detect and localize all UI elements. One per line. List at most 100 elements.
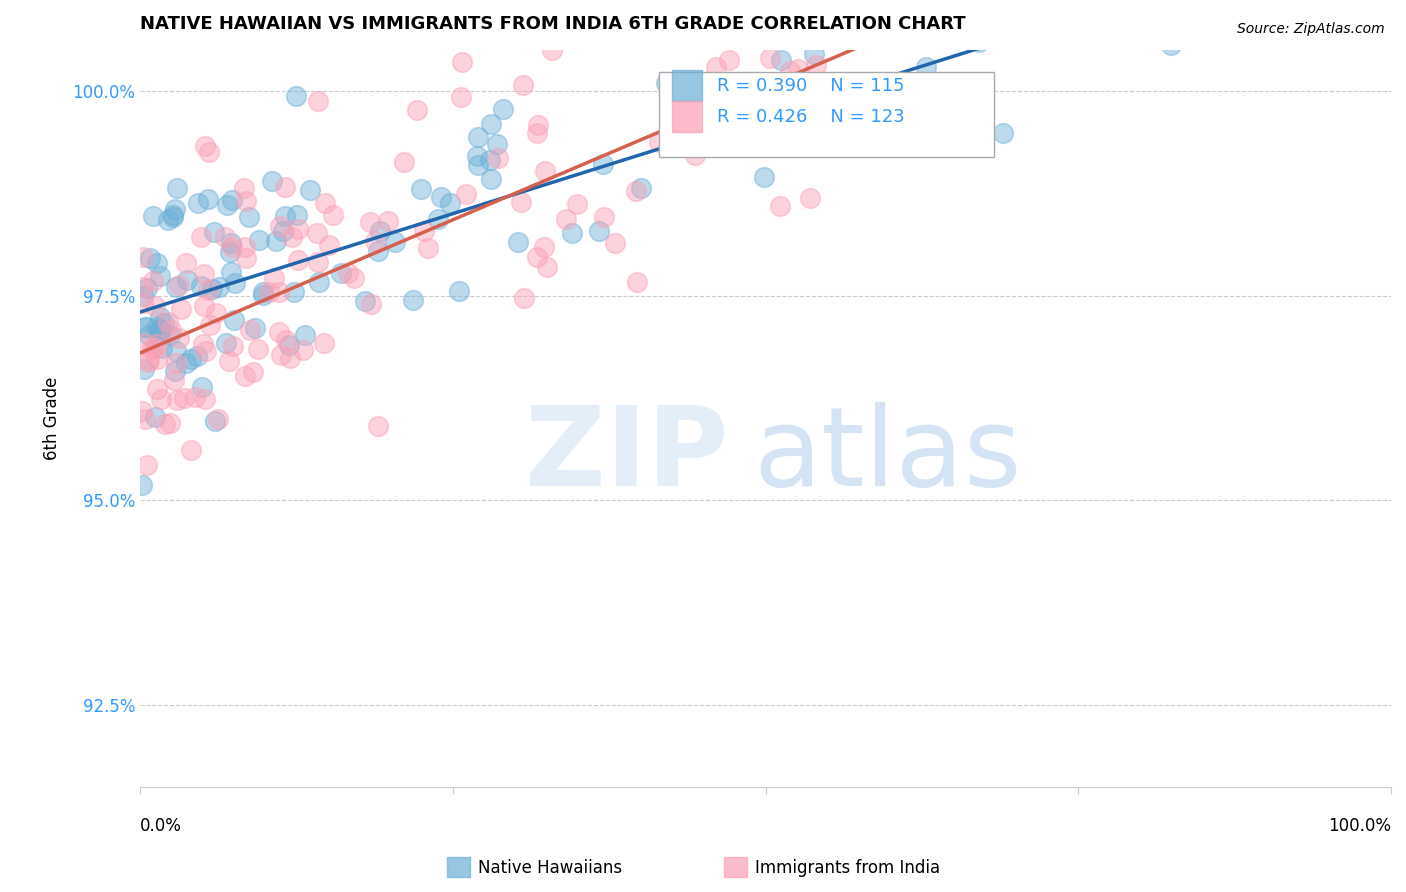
Point [368,224,391,238]
Point [222,313,245,327]
Point [242,365,264,379]
Point [799,192,821,206]
Point [194,139,217,153]
Point [142,274,165,288]
Point [136,354,159,368]
Point [630,181,652,195]
Point [603,235,626,250]
Point [197,145,219,160]
Point [180,443,202,458]
Point [330,266,353,280]
Point [238,211,260,225]
Point [354,294,377,309]
Point [647,135,669,149]
Point [146,382,169,396]
Point [664,79,686,94]
Point [450,90,472,104]
Point [148,326,170,341]
Point [150,392,173,407]
Point [146,255,169,269]
Point [221,240,243,254]
Point [486,151,509,165]
Point [260,174,283,188]
Point [149,268,172,283]
Point [141,342,163,356]
Point [153,317,176,331]
Point [536,260,558,275]
Point [337,266,360,280]
Point [145,299,167,313]
Point [759,51,782,65]
Point [478,153,501,167]
Point [222,339,245,353]
Point [322,208,344,222]
Point [245,321,267,335]
Point [479,172,502,186]
Point [247,342,270,356]
Point [142,209,165,223]
Point [163,364,186,378]
Point [150,341,173,355]
Point [803,46,825,61]
Point [285,207,308,221]
Point [510,195,533,210]
Point [274,209,297,223]
Point [555,211,578,226]
Point [155,417,177,432]
Point [804,58,827,72]
Point [305,226,328,240]
Text: NATIVE HAWAIIAN VS IMMIGRANTS FROM INDIA 6TH GRADE CORRELATION CHART: NATIVE HAWAIIAN VS IMMIGRANTS FROM INDIA… [141,15,966,33]
Point [235,194,257,208]
Point [239,323,262,337]
Point [163,202,186,216]
Point [402,293,425,308]
Point [1181,2,1204,16]
Point [704,61,727,75]
Point [307,94,329,108]
Point [1160,37,1182,52]
Point [166,181,188,195]
Point [1288,30,1310,45]
Point [190,230,212,244]
Bar [672,102,702,132]
Point [264,235,287,249]
Point [688,2,710,16]
Point [274,179,297,194]
Point [224,277,246,291]
Text: Native Hawaiians: Native Hawaiians [478,859,623,877]
Point [198,318,221,332]
Point [187,196,209,211]
Point [173,391,195,405]
Point [287,253,309,268]
Point [167,331,190,345]
Point [991,126,1014,140]
Point [512,291,534,305]
Point [360,296,382,310]
Point [252,285,274,300]
Point [1024,2,1046,16]
Point [377,214,399,228]
Point [134,320,156,334]
Point [269,285,291,299]
Point [135,280,157,294]
Point [221,193,243,207]
Point [180,351,202,366]
Point [526,126,548,140]
Point [184,390,207,404]
Point [131,478,153,492]
Point [174,356,197,370]
Point [143,341,166,355]
Point [769,53,792,67]
Point [710,21,733,35]
Point [450,55,472,70]
Point [308,275,330,289]
Point [270,348,292,362]
Point [219,245,242,260]
Point [233,240,256,254]
Point [479,117,502,131]
Point [271,224,294,238]
Point [534,163,557,178]
Point [132,250,155,264]
Point [204,414,226,428]
Point [787,62,810,76]
